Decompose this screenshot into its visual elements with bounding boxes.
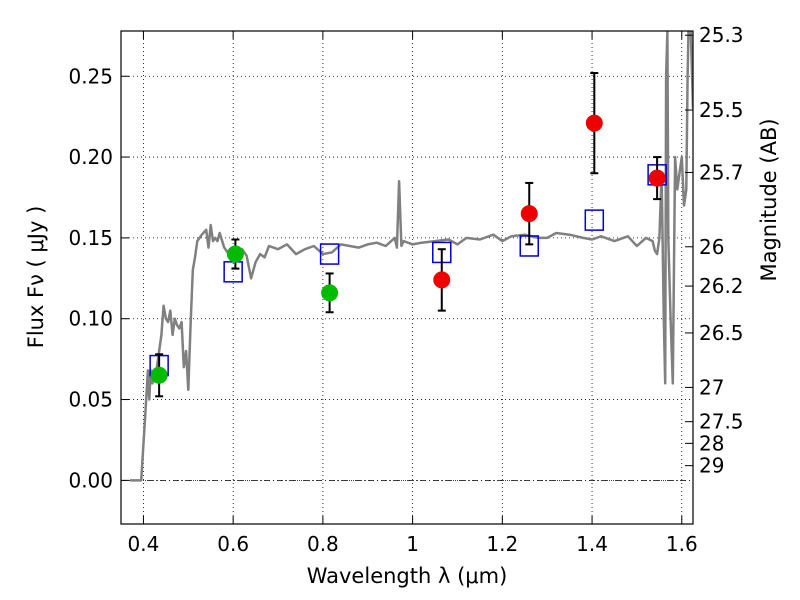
y-tick-label: 0.20 [68,145,113,169]
mag-tick-label: 26 [699,235,724,259]
spectrum-line [130,31,693,482]
y-tick-label: 0.05 [68,388,113,412]
y-tick-label: 0.10 [68,307,113,331]
filled-circle-marker [520,205,538,223]
x-tick-label: 0.6 [217,532,249,556]
open-square-marker [319,243,340,265]
filled-circle-marker [648,169,666,187]
mag-tick-label: 26.5 [699,321,744,345]
mag-tick-label: 25.5 [699,98,744,122]
filled-circle-marker [150,366,168,384]
y-tick-label: 0.25 [68,64,113,88]
y2-axis-label: Magnitude (AB) [757,118,781,281]
spectrum [130,31,693,482]
filled-circle-marker [433,271,451,289]
mag-tick-label: 25.7 [699,160,744,184]
x-tick-label: 1.2 [486,532,518,556]
grid [121,31,693,524]
y-axis-label: Flux Fν ( μJy ) [24,206,48,349]
x-tick-label: 0.4 [128,532,160,556]
open-square-marker [584,209,605,231]
filled-circle-marker [585,114,603,132]
data-markers [149,72,667,398]
mag-tick-label: 29 [699,454,724,478]
mag-tick-label: 27.5 [699,410,744,434]
mag-tick-label: 28 [699,431,724,455]
y-tick-label: 0.15 [68,226,113,250]
x-tick-label: 0.8 [307,532,339,556]
y-tick-label: 0.00 [68,468,113,492]
mag-tick-label: 27 [699,375,724,399]
filled-circle-marker [321,284,339,302]
x-tick-label: 1 [406,532,419,556]
mag-tick-label: 25.3 [699,23,744,47]
filled-circle-marker [226,245,244,263]
ticks [121,31,693,524]
mag-tick-label: 26.2 [699,274,744,298]
x-tick-label: 1.6 [666,532,698,556]
tick-labels: 0.4 0.6 0.8 1 1.2 1.4 1.6 0.00 0.05 0.10 0.15 0.20 0… [68,23,743,556]
plot-frame [120,30,694,525]
x-axis-label: Wavelength λ (μm) [307,564,508,588]
x-tick-label: 1.4 [576,532,608,556]
